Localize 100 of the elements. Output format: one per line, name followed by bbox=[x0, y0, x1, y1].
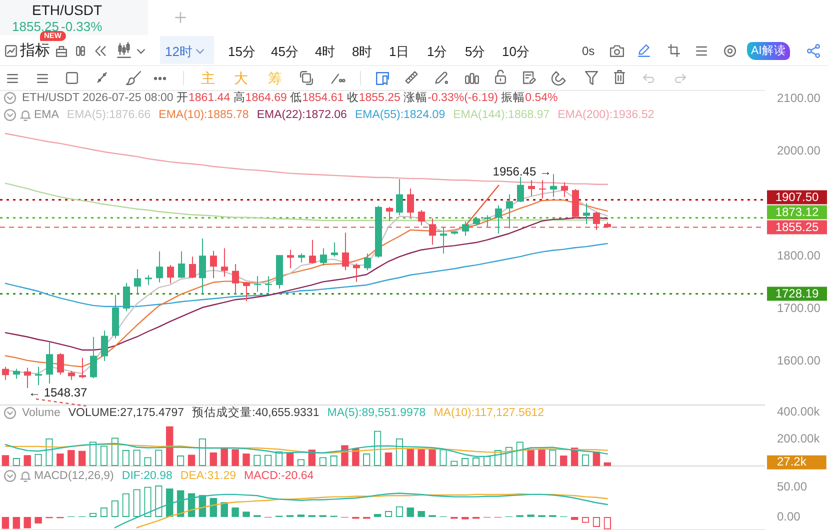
bar bbox=[462, 516, 469, 520]
bar bbox=[406, 448, 414, 466]
candlestick bbox=[506, 194, 513, 229]
text: 0s bbox=[582, 44, 595, 58]
candlestick bbox=[79, 357, 86, 379]
candlestick bbox=[539, 180, 546, 199]
text: -0.33% bbox=[61, 19, 102, 34]
text: MA(5):89,551.9978 bbox=[327, 406, 426, 420]
series-label: DEA:31.29 bbox=[180, 469, 236, 483]
text: 主 bbox=[201, 70, 215, 88]
candlestick bbox=[199, 238, 206, 294]
candlestick bbox=[342, 232, 349, 271]
ref-line-label: 1728.19 bbox=[775, 286, 820, 301]
candlestick bbox=[46, 341, 53, 384]
candlestick bbox=[495, 204, 502, 234]
candlestick bbox=[156, 250, 163, 283]
text: 12时 bbox=[165, 43, 192, 61]
candlestick bbox=[396, 178, 403, 216]
y-tick-label: 1800.00 bbox=[777, 248, 821, 262]
candlestick bbox=[134, 268, 141, 295]
y-tick-label: 1700.00 bbox=[777, 300, 821, 315]
bar bbox=[188, 454, 196, 466]
bar bbox=[166, 488, 174, 517]
ref-line-label: 1907.50 bbox=[775, 190, 820, 204]
candlestick bbox=[287, 249, 294, 269]
candlestick bbox=[2, 366, 9, 380]
text: 10分 bbox=[502, 43, 530, 61]
candlestick bbox=[13, 368, 20, 380]
bar bbox=[242, 454, 250, 466]
bar bbox=[166, 426, 174, 466]
y-tick-label: 200.00k bbox=[777, 432, 821, 446]
bar bbox=[418, 511, 425, 517]
annotation: 1956.45 → bbox=[492, 164, 552, 178]
candlestick bbox=[462, 221, 469, 236]
candlestick bbox=[364, 253, 371, 271]
candlestick bbox=[418, 210, 425, 226]
bar bbox=[232, 507, 239, 517]
annotation: 预估成交量:40,655.9331 bbox=[192, 406, 320, 420]
bar bbox=[538, 449, 546, 466]
text: MA(10):117,127.5612 bbox=[434, 406, 544, 420]
candlestick bbox=[440, 226, 447, 254]
ref-line-label: 1855.25 bbox=[775, 220, 820, 234]
bar bbox=[220, 448, 228, 466]
candlestick bbox=[210, 250, 217, 279]
series-label: DIF:20.98 bbox=[122, 469, 172, 483]
text: EMA(10):1885.78 bbox=[158, 108, 249, 122]
candlestick bbox=[254, 276, 261, 292]
candlestick bbox=[517, 176, 524, 203]
bar bbox=[68, 450, 75, 466]
y-tick-label: 50.00 bbox=[777, 480, 808, 494]
bar bbox=[78, 450, 86, 466]
candlestick bbox=[123, 282, 130, 312]
candlestick bbox=[583, 202, 590, 225]
y-tick-label: 27.2k bbox=[777, 454, 808, 469]
bar bbox=[24, 455, 31, 466]
bar bbox=[242, 512, 250, 517]
bar bbox=[428, 449, 436, 466]
candlestick bbox=[189, 256, 196, 279]
bar bbox=[24, 516, 31, 528]
candlestick bbox=[407, 188, 414, 218]
text: EMA(144):1868.97 bbox=[453, 108, 550, 122]
text: 4时 bbox=[315, 43, 336, 61]
text: 8时 bbox=[352, 43, 372, 61]
y-tick-label: 1600.00 bbox=[777, 353, 821, 368]
bar bbox=[232, 449, 239, 466]
bar bbox=[527, 448, 534, 466]
candlestick bbox=[265, 276, 272, 293]
candlestick bbox=[243, 281, 250, 302]
candlestick bbox=[309, 239, 316, 264]
bar bbox=[352, 448, 360, 466]
text: 大 bbox=[234, 70, 248, 88]
text: 1日 bbox=[389, 43, 410, 61]
candlestick bbox=[331, 242, 338, 258]
legend-title: MACD(12,26,9) bbox=[34, 469, 114, 483]
candlestick bbox=[101, 330, 108, 362]
bar bbox=[406, 507, 414, 517]
bar bbox=[210, 498, 218, 517]
candlestick bbox=[386, 206, 393, 222]
candlestick bbox=[320, 248, 327, 266]
candlestick bbox=[35, 366, 42, 386]
legend-title: EMA bbox=[34, 108, 59, 122]
text: 1855.25 bbox=[12, 19, 59, 34]
bar bbox=[560, 456, 568, 466]
legend-title: Volume bbox=[22, 406, 60, 420]
bar bbox=[374, 514, 382, 517]
bar bbox=[384, 452, 392, 466]
bar bbox=[56, 454, 64, 466]
y-tick-label: 2000.00 bbox=[777, 144, 821, 158]
bar bbox=[570, 516, 578, 520]
text: AI解读 bbox=[747, 42, 790, 60]
text: EMA(5):1876.66 bbox=[66, 108, 151, 122]
bar bbox=[604, 462, 612, 466]
bar bbox=[12, 516, 20, 529]
bar bbox=[592, 452, 600, 466]
annotation: ← 1548.37 bbox=[28, 385, 88, 400]
text: 筹 bbox=[268, 70, 282, 88]
candlestick bbox=[484, 214, 491, 228]
candlestick bbox=[24, 367, 31, 389]
candlestick bbox=[178, 250, 185, 279]
bar bbox=[286, 452, 294, 466]
